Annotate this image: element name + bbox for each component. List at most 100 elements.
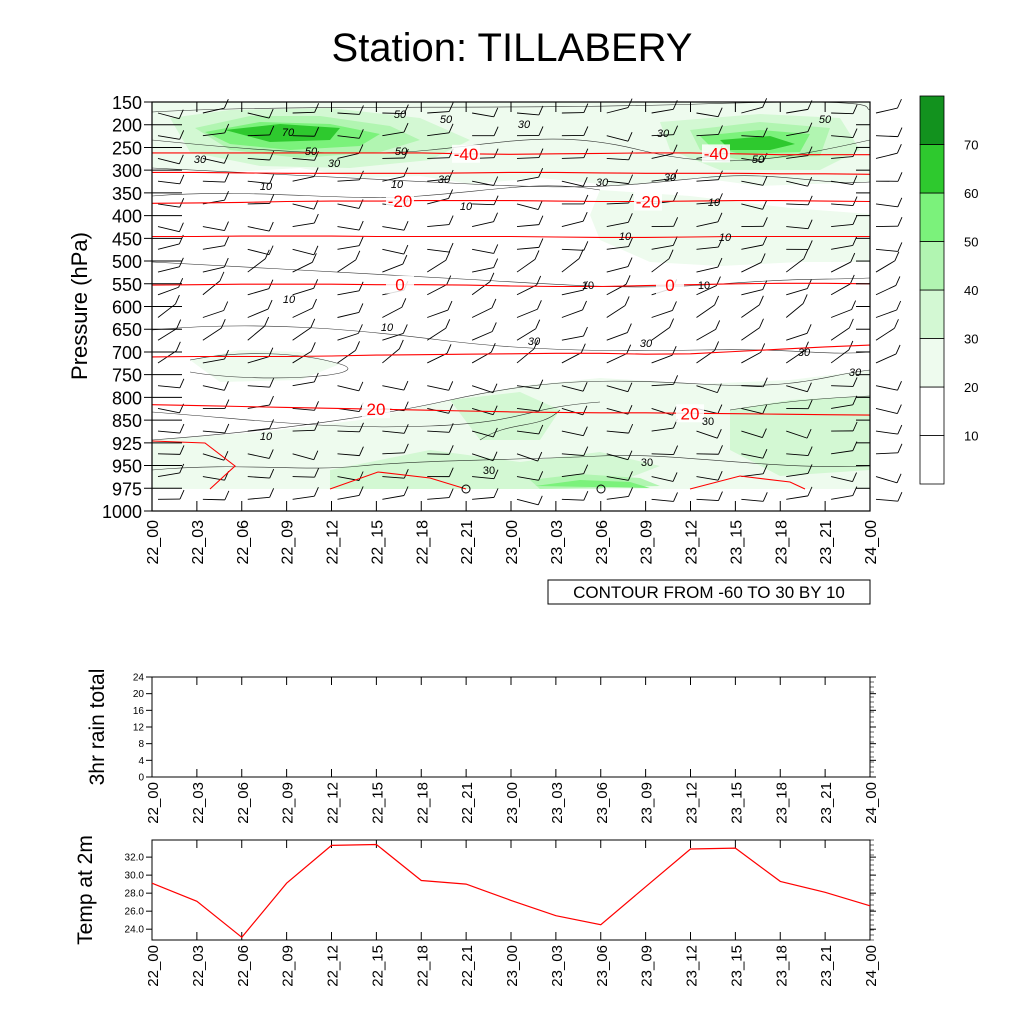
barb-shaft: [202, 226, 225, 231]
y-tick-label: 30.0: [125, 871, 145, 882]
barb-shaft: [561, 289, 584, 296]
barb-flag: [673, 125, 679, 135]
barb-flag: [806, 279, 812, 289]
isotherm-line: [151, 200, 871, 204]
barb-flag: [894, 251, 900, 261]
wind-barb: [337, 446, 364, 457]
wind-barb: [875, 197, 903, 208]
wind-barb: [696, 212, 723, 228]
contour-line: [151, 369, 871, 441]
wind-barb: [786, 324, 812, 341]
wind-barb: [472, 126, 499, 137]
contour-label: 50: [819, 114, 832, 126]
barb-flag: [269, 419, 274, 429]
barb-shaft: [427, 157, 450, 159]
barb-flag: [897, 197, 903, 208]
barb-shaft: [472, 248, 494, 254]
wind-barb: [247, 245, 274, 256]
barb-flag: [669, 318, 674, 328]
barb-flag: [896, 300, 902, 311]
barb-shaft: [606, 180, 629, 185]
colorbar-label: 60: [964, 186, 978, 201]
x-tick-label: 22_06: [235, 782, 252, 824]
wind-barb: [696, 320, 721, 341]
barb-flag: [759, 318, 764, 328]
barb-shaft: [875, 385, 898, 391]
wind-barb: [696, 429, 722, 439]
barb-flag: [398, 339, 404, 350]
barb-flag: [762, 235, 768, 246]
barb-flag: [445, 319, 451, 329]
x-tick-label: 23_12: [684, 945, 701, 987]
wind-barb: [561, 126, 589, 137]
wind-barb: [696, 445, 723, 455]
wind-barb: [561, 300, 587, 318]
barb-shaft: [382, 263, 404, 273]
barb-shaft: [247, 325, 265, 341]
barb-shaft: [875, 498, 898, 502]
barb-shaft: [472, 180, 494, 186]
barb-flag: [313, 450, 319, 460]
wind-barb: [741, 449, 768, 459]
barb-flag: [313, 213, 319, 224]
contour-label: 10: [460, 201, 473, 213]
wind-barb: [516, 105, 544, 116]
barb-shaft: [292, 157, 315, 161]
barb-shaft: [292, 111, 315, 114]
barb-flag: [178, 154, 184, 165]
temp-panel: 24.0 26.0 28.0 30.0 32.0 22_00 22_03 22_06 22_09…: [74, 835, 880, 987]
barb-shaft: [741, 304, 760, 318]
wind-barb: [202, 123, 230, 137]
wind-barb: [696, 491, 723, 501]
barb-shaft: [202, 453, 225, 461]
barb-shaft: [427, 284, 447, 296]
barb-flag: [895, 276, 901, 286]
barb-shaft: [561, 430, 584, 437]
contour-line: [151, 101, 871, 113]
wind-barb: [831, 377, 858, 387]
barb-flag: [179, 423, 185, 434]
barb-shaft: [382, 112, 405, 114]
wind-barb: [337, 422, 364, 433]
barb-shaft: [696, 498, 719, 501]
wind-barb: [472, 469, 499, 480]
barb-flag: [538, 379, 544, 389]
wind-barb: [382, 244, 409, 255]
wind-barb: [785, 294, 808, 318]
wind-barb: [741, 404, 768, 415]
barb-flag: [849, 274, 855, 285]
wind-barb: [786, 279, 812, 296]
barb-shaft: [831, 404, 853, 409]
barb-shaft: [516, 498, 539, 506]
barb-shaft: [651, 177, 674, 182]
barb-flag: [491, 322, 497, 332]
barb-flag: [718, 170, 723, 180]
barb-flag: [268, 108, 274, 119]
contour-label: 30: [596, 177, 609, 189]
wind-barb: [741, 127, 768, 138]
barb-shaft: [247, 258, 266, 273]
wind-barb: [382, 486, 409, 500]
wind-barb: [382, 254, 408, 273]
barb-flag: [807, 382, 812, 392]
barb-shaft: [202, 132, 225, 137]
barb-shaft: [651, 407, 673, 416]
y-tick-label: 550: [112, 275, 142, 295]
y-tick-label: 28.0: [125, 889, 145, 900]
barb-flag: [179, 130, 185, 140]
barb-shaft: [516, 259, 536, 273]
x-tick-label: 23_15: [728, 782, 745, 824]
wind-barb: [606, 471, 633, 481]
wind-barb: [875, 98, 902, 114]
barb-flag: [448, 215, 454, 225]
x-tick-label: 23_15: [728, 520, 745, 565]
barb-shaft: [606, 202, 629, 205]
contour-label: 70: [282, 127, 295, 139]
barb-flag: [223, 301, 229, 311]
barb-flag: [268, 449, 274, 459]
wind-barb: [292, 245, 319, 256]
wind-barb: [875, 172, 903, 182]
rain-plot-frame: [151, 676, 871, 778]
barb-shaft: [696, 221, 719, 228]
contour-label: 30: [438, 174, 451, 186]
